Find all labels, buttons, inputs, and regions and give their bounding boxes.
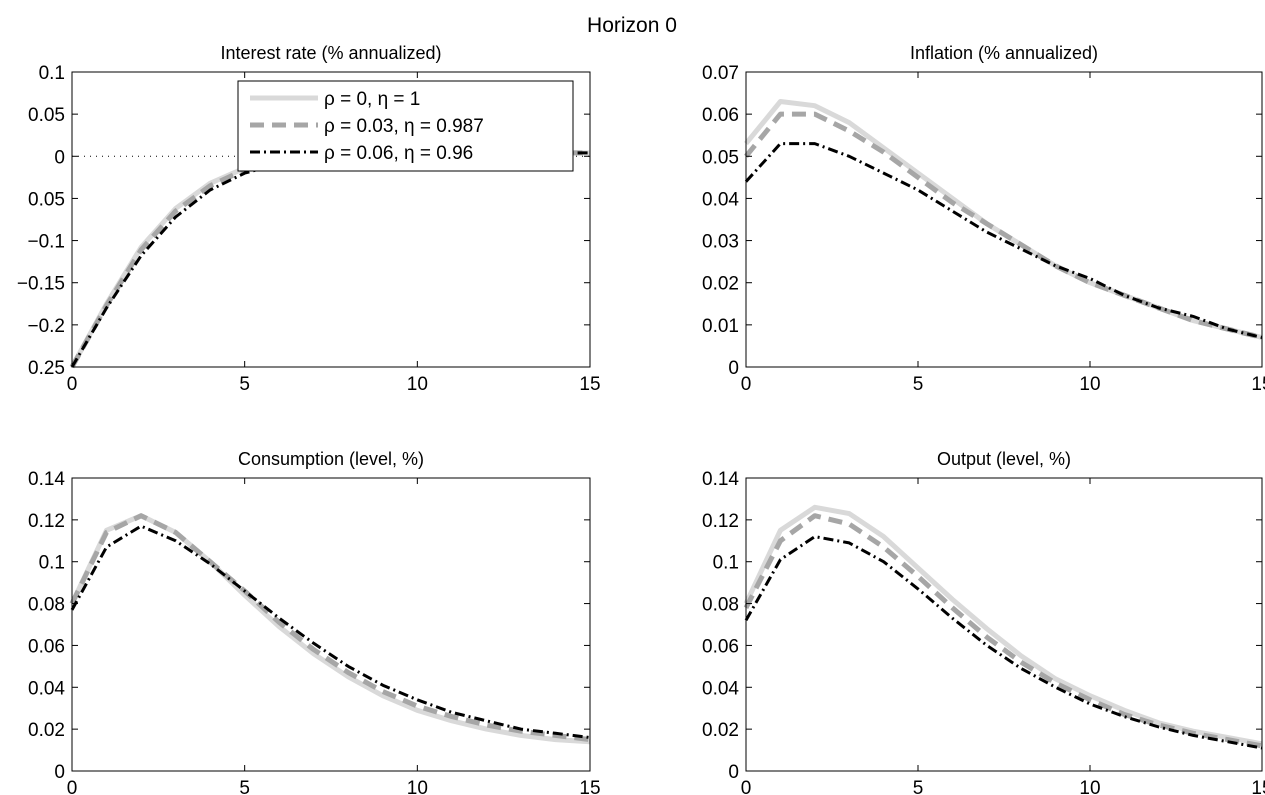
y-tick-label: −0.2 bbox=[27, 316, 65, 337]
y-tick-label: 0.02 bbox=[28, 720, 65, 741]
y-tick-label: 0.1 bbox=[39, 553, 65, 574]
axes-frame bbox=[71, 477, 591, 772]
y-tick-label: 0.02 bbox=[702, 274, 739, 295]
chart-panel: Consumption (level, %) 0 5 10 15 0.14 0.12 0.1 0… bbox=[28, 449, 601, 795]
y-tick-label: 0.06 bbox=[702, 105, 739, 126]
y-tick-label: −0.1 bbox=[27, 232, 65, 253]
x-tick-label: 5 bbox=[913, 374, 924, 395]
y-tick-label: 0.03 bbox=[702, 232, 739, 253]
x-tick-label: 15 bbox=[1251, 374, 1265, 395]
x-tick-label: 10 bbox=[1079, 778, 1100, 795]
x-tick-label: 10 bbox=[407, 374, 428, 395]
y-tick-label: 0 bbox=[728, 762, 739, 783]
axes-frame bbox=[745, 477, 1263, 772]
y-tick-label: 0.25 bbox=[28, 358, 65, 379]
y-tick-label: 0.04 bbox=[28, 678, 65, 699]
x-tick-label: 0 bbox=[741, 778, 752, 795]
y-tick-label: 0.14 bbox=[28, 469, 65, 490]
axes-frame bbox=[71, 71, 591, 368]
chart-panel: Output (level, %) 0 5 10 15 0.14 0.12 0.1 0.08 0.… bbox=[702, 449, 1265, 795]
x-tick-label: 0 bbox=[67, 374, 78, 395]
legend-entry-label: ρ = 0, η = 1 bbox=[324, 89, 420, 110]
y-tick-label: 0.1 bbox=[713, 553, 739, 574]
x-tick-label: 5 bbox=[239, 778, 250, 795]
y-tick-label: 0.14 bbox=[702, 469, 739, 490]
y-tick-label: 0.04 bbox=[702, 678, 739, 699]
series-line bbox=[744, 99, 1263, 340]
y-tick-label: 0.07 bbox=[702, 63, 739, 84]
y-tick-label: 0 bbox=[54, 147, 65, 168]
series-line bbox=[69, 150, 590, 369]
legend-entry-label: ρ = 0.06, η = 0.96 bbox=[324, 143, 473, 164]
y-tick-label: 0.04 bbox=[702, 189, 739, 210]
figure-title: Horizon 0 bbox=[587, 14, 677, 37]
y-tick-label: 0.05 bbox=[28, 105, 65, 126]
series-line bbox=[744, 111, 1263, 340]
y-tick-label: 0.05 bbox=[28, 189, 65, 210]
y-tick-label: 0.05 bbox=[702, 147, 739, 168]
x-tick-label: 15 bbox=[579, 778, 600, 795]
x-tick-label: 0 bbox=[67, 778, 78, 795]
x-tick-label: 0 bbox=[741, 374, 752, 395]
chart-panel: Inflation (% annualized) 0 5 10 15 0.07 0.06 0.… bbox=[702, 43, 1265, 395]
x-tick-label: 5 bbox=[239, 374, 250, 395]
chart-title: Inflation (% annualized) bbox=[910, 43, 1098, 63]
series-line bbox=[69, 513, 591, 745]
series-line bbox=[70, 524, 591, 739]
y-tick-label: 0 bbox=[54, 762, 65, 783]
y-tick-label: 0.1 bbox=[39, 63, 65, 84]
y-tick-label: 0.02 bbox=[702, 720, 739, 741]
series-line bbox=[70, 151, 590, 368]
series-line bbox=[743, 504, 1263, 747]
x-tick-label: 10 bbox=[407, 778, 428, 795]
y-tick-label: 0.01 bbox=[702, 316, 739, 337]
chart-title: Consumption (level, %) bbox=[238, 449, 424, 469]
y-tick-label: 0.12 bbox=[702, 511, 739, 532]
series-line bbox=[743, 513, 1263, 749]
x-tick-label: 15 bbox=[579, 374, 600, 395]
series-line bbox=[69, 513, 591, 743]
y-tick-label: 0 bbox=[728, 358, 739, 379]
series-line bbox=[744, 535, 1263, 750]
axes-frame bbox=[745, 71, 1263, 368]
y-tick-label: 0.06 bbox=[702, 636, 739, 657]
y-tick-label: 0.06 bbox=[28, 636, 65, 657]
x-tick-label: 15 bbox=[1251, 778, 1265, 795]
series-line bbox=[744, 142, 1263, 339]
chart-title: Interest rate (% annualized) bbox=[220, 43, 441, 63]
legend-entry-label: ρ = 0.03, η = 0.987 bbox=[324, 116, 484, 137]
x-tick-label: 10 bbox=[1079, 374, 1100, 395]
legend: ρ = 0, η = 1 ρ = 0.03, η = 0.987 ρ = 0.06,… bbox=[237, 80, 574, 172]
y-tick-label: 0.12 bbox=[28, 511, 65, 532]
y-tick-label: −0.15 bbox=[17, 274, 65, 295]
y-tick-label: 0.08 bbox=[28, 595, 65, 616]
series-line bbox=[69, 150, 590, 369]
chart-panels: Interest rate (% annualized) 0 5 10 15 0.1 0.0… bbox=[17, 43, 1265, 795]
x-tick-label: 5 bbox=[913, 778, 924, 795]
chart-title: Output (level, %) bbox=[937, 449, 1071, 469]
y-tick-label: 0.08 bbox=[702, 595, 739, 616]
